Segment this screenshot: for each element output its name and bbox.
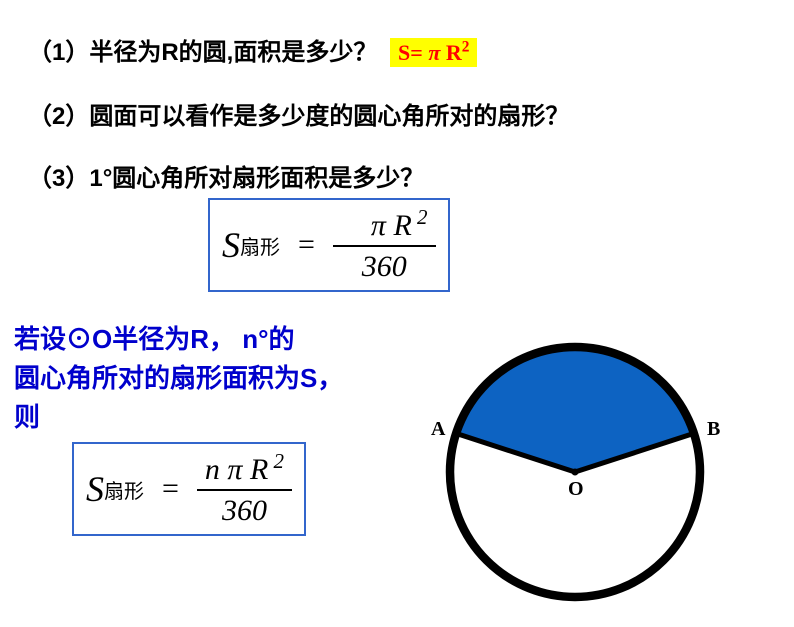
f2-S: S — [86, 468, 104, 510]
blue-l3: 则 — [14, 398, 343, 437]
f2-num: n π R 2 — [197, 448, 292, 491]
q2-line: （2）圆面可以看作是多少度的圆心角所对的扇形？ — [28, 96, 569, 131]
q2-text: （2）圆面可以看作是多少度的圆心角所对的扇形？ — [28, 103, 569, 130]
q1-text: （1）半径为R的圆,面积是多少？ — [28, 39, 377, 66]
blue-text-block: 若设⊙O半径为R， n°的 圆心角所对的扇形面积为S， 则 — [14, 320, 343, 437]
f2-sub: 扇形 — [104, 475, 144, 504]
formula2-box: S 扇形 = n π R 2 360 — [72, 442, 306, 536]
f1-sub: 扇形 — [240, 231, 280, 260]
label-B: B — [707, 418, 720, 441]
q1-line: （1）半径为R的圆,面积是多少？ S= π R2 — [28, 32, 477, 67]
formula1-box: S 扇形 = 1 π R 2 360 — [208, 198, 450, 292]
q3-line: （3）1°圆心角所对扇形面积是多少？ — [28, 158, 424, 193]
f1-S: S — [222, 224, 240, 266]
sector-fill — [456, 347, 694, 472]
f1-num: 1 π R 2 — [333, 204, 436, 247]
f1-frac: 1 π R 2 360 — [333, 204, 436, 286]
f1-eq: = — [298, 228, 315, 262]
label-O: O — [568, 478, 584, 501]
center-dot — [572, 469, 579, 476]
label-A: A — [431, 418, 445, 441]
circle-svg — [425, 322, 725, 622]
f1-den: 360 — [354, 247, 415, 286]
f2-eq: = — [162, 472, 179, 506]
f2-frac: n π R 2 360 — [197, 448, 292, 530]
blue-l2: 圆心角所对的扇形面积为S， — [14, 359, 343, 398]
blue-l1: 若设⊙O半径为R， n°的 — [14, 320, 343, 359]
f2-den: 360 — [214, 491, 275, 530]
q3-text: （3）1°圆心角所对扇形面积是多少？ — [28, 165, 424, 192]
q1-formula: S= π R2 — [390, 38, 477, 67]
circle-diagram: A B O — [425, 322, 725, 622]
